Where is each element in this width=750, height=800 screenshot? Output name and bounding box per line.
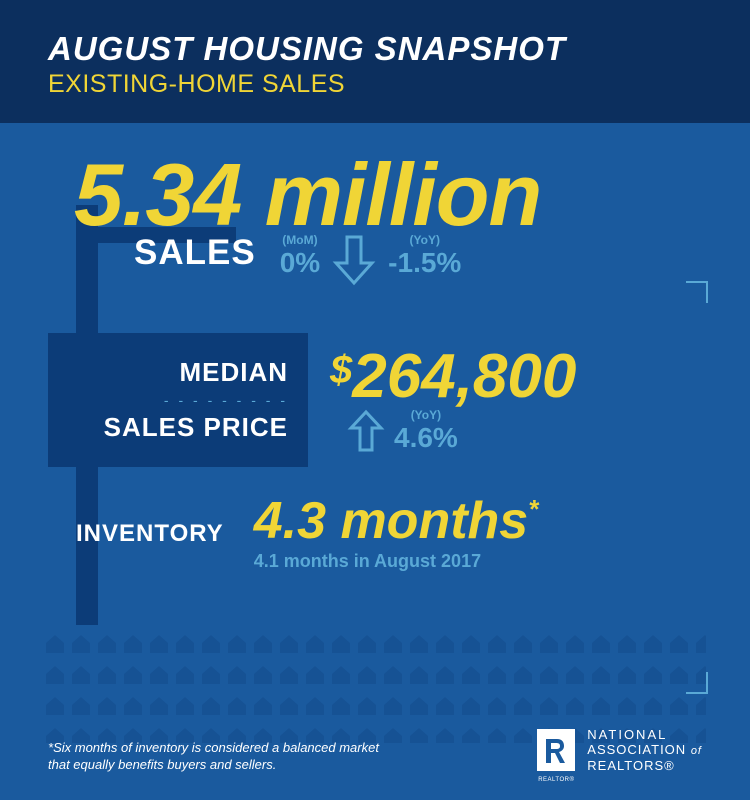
inventory-previous: 4.1 months in August 2017: [254, 551, 539, 572]
logo-line2a: ASSOCIATION: [587, 742, 686, 757]
currency-symbol: $: [330, 348, 352, 392]
page-subtitle: EXISTING-HOME SALES: [48, 70, 702, 99]
price-number: 264,800: [352, 342, 576, 411]
yoy-value: -1.5%: [388, 247, 461, 279]
sales-block: 5.34 million SALES (MoM) 0% (YoY) -1.5%: [48, 151, 702, 289]
median-yoy: (YoY) 4.6%: [346, 408, 576, 454]
sales-yoy: (YoY) -1.5%: [388, 233, 461, 279]
median-label-2: SALES PRICE: [68, 412, 288, 443]
logo-line2b: of: [691, 745, 702, 757]
sales-value: 5.34 million: [74, 151, 702, 239]
mom-label: (MoM): [282, 233, 317, 247]
footnote: *Six months of inventory is considered a…: [48, 740, 388, 774]
arrow-down-icon: [330, 233, 378, 289]
median-block: MEDIAN - - - - - - - - - SALES PRICE $26…: [48, 333, 702, 467]
median-price: $264,800: [330, 346, 576, 408]
nar-logo: REALTOR® NATIONAL ASSOCIATION of REALTOR…: [537, 727, 702, 774]
sales-changes: (MoM) 0% (YoY) -1.5%: [280, 233, 462, 289]
inventory-block: INVENTORY 4.3 months* 4.1 months in Augu…: [48, 495, 702, 572]
median-yoy-label: (YoY): [411, 408, 441, 422]
sales-mom: (MoM) 0%: [280, 233, 320, 279]
median-yoy-value: 4.6%: [394, 422, 458, 454]
content: 5.34 million SALES (MoM) 0% (YoY) -1.5% …: [0, 123, 750, 572]
median-dash: - - - - - - - - -: [68, 392, 288, 408]
page-title: AUGUST HOUSING SNAPSHOT: [48, 30, 702, 68]
mom-value: 0%: [280, 247, 320, 279]
realtor-mark-label: REALTOR®: [537, 777, 575, 783]
corner-tick-bottom: [686, 672, 708, 694]
nar-logo-text: NATIONAL ASSOCIATION of REALTORS®: [587, 727, 702, 774]
logo-line1: NATIONAL: [587, 727, 702, 743]
arrow-up-icon: [346, 408, 386, 454]
inventory-value: 4.3 months*: [254, 495, 539, 547]
median-sign: MEDIAN - - - - - - - - - SALES PRICE: [48, 333, 308, 467]
inventory-asterisk: *: [528, 494, 538, 524]
yoy-label: (YoY): [410, 233, 440, 247]
logo-line3: REALTORS®: [587, 758, 702, 774]
median-label-1: MEDIAN: [68, 357, 288, 388]
inventory-label: INVENTORY: [76, 520, 224, 548]
header: AUGUST HOUSING SNAPSHOT EXISTING-HOME SA…: [0, 0, 750, 123]
sales-label: SALES: [134, 233, 256, 273]
footer: *Six months of inventory is considered a…: [0, 707, 750, 800]
realtor-mark-icon: REALTOR®: [537, 729, 575, 771]
